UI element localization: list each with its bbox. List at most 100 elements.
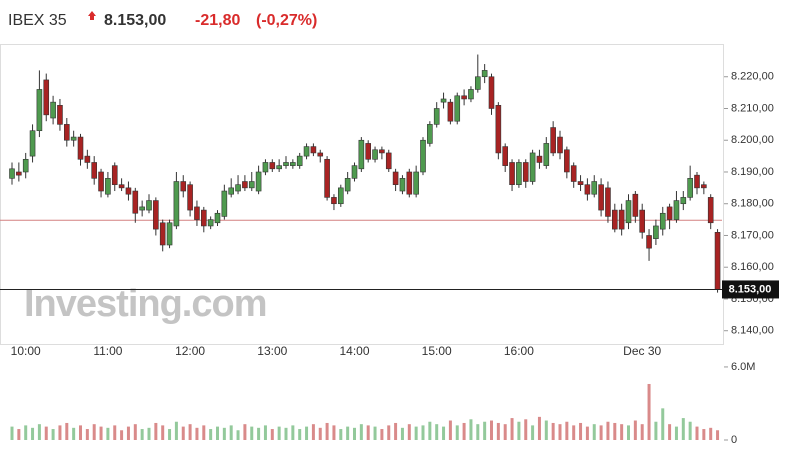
candle-body [632, 193, 639, 217]
candle-body [639, 209, 646, 233]
volume-bar [188, 424, 192, 440]
volume-bar [311, 424, 315, 440]
volume-bar [181, 426, 185, 440]
volume-bar [647, 383, 651, 440]
volume-bar [510, 418, 514, 440]
candle-body [474, 76, 481, 90]
volume-bar [140, 429, 144, 440]
candle-body [98, 171, 104, 192]
candle-body [707, 197, 714, 224]
volume-bar [51, 429, 55, 440]
y-tick-label: 8.170,00 [731, 229, 774, 241]
candle-body [468, 89, 474, 100]
candle-body [694, 174, 700, 189]
candle-body [303, 146, 310, 157]
candle-body [269, 162, 276, 170]
volume-bar [24, 425, 28, 440]
volume-bar [400, 427, 404, 440]
volume-tick-label: 0 [731, 434, 737, 446]
candle-body [625, 200, 632, 224]
x-tick-label: 14:00 [339, 344, 369, 358]
y-tick-label: 8.160,00 [731, 261, 774, 273]
price: 8.153,00 [104, 12, 166, 29]
volume-bar [92, 424, 96, 440]
candle-body [618, 209, 625, 230]
volume-bar [517, 421, 521, 440]
x-tick-label: 13:00 [257, 344, 287, 358]
candle-body [118, 184, 125, 189]
candle-body [324, 158, 330, 198]
symbol: IBEX 35 [8, 12, 67, 29]
candle-body [447, 101, 454, 122]
candle-body [598, 184, 604, 211]
volume-bar [202, 425, 206, 440]
candle-body [317, 152, 324, 157]
volume-bar [99, 426, 103, 440]
candle-body [180, 181, 187, 192]
candle-body [111, 165, 118, 185]
candle-body [57, 105, 63, 125]
volume-bar [414, 426, 418, 440]
volume-bar [243, 424, 247, 440]
volume-bar [339, 429, 343, 440]
candle-body [509, 162, 515, 185]
volume-bar [85, 429, 89, 440]
candle-body [605, 187, 611, 217]
candle-body [84, 155, 91, 163]
volume-bar [606, 421, 610, 440]
y-tick-label: 8.200,00 [731, 134, 774, 146]
candle-body [427, 124, 433, 144]
volume-bar [37, 424, 41, 440]
candle-body [495, 105, 502, 154]
candle-body [337, 187, 344, 205]
candle-body [646, 235, 652, 249]
candle-body [536, 155, 543, 163]
candle-body [248, 181, 255, 189]
volume-bar [394, 422, 398, 440]
candle-body [502, 146, 509, 166]
volume-bar [674, 426, 678, 440]
candle-body [194, 206, 200, 220]
watermark: Investing.com [24, 283, 267, 325]
candle-body [331, 197, 337, 205]
candle-body [146, 200, 152, 211]
candle-body [132, 190, 139, 214]
candle-body [591, 181, 598, 195]
volume-bar [483, 421, 487, 440]
volume-bar [716, 430, 720, 440]
volume-bar [387, 425, 391, 440]
y-tick-label: 8.140,00 [731, 325, 774, 337]
volume-bar [407, 424, 411, 440]
candle-body [440, 98, 447, 103]
volume-bar [579, 422, 583, 440]
candle-body [70, 136, 77, 141]
candle-body [481, 70, 488, 78]
candle-body [570, 165, 577, 182]
volume-bar [72, 427, 76, 440]
candle-body [550, 127, 556, 154]
candle-body [666, 206, 673, 220]
x-tick-label: 10:00 [11, 344, 41, 358]
candle-body [522, 162, 529, 182]
candle-body [461, 95, 467, 100]
candle-body [372, 149, 378, 160]
volume-bar [620, 424, 624, 440]
y-tick-label: 8.180,00 [731, 198, 774, 210]
volume-bar [476, 424, 480, 440]
x-tick-label: 12:00 [175, 344, 205, 358]
candle-body [420, 139, 426, 173]
x-tick-label: Dec 30 [623, 344, 661, 358]
volume-bar [353, 427, 356, 440]
candle-body [564, 149, 570, 173]
volume-bar [695, 426, 699, 440]
volume-bar [263, 425, 267, 440]
candle-body [29, 130, 36, 157]
candle-body [385, 152, 392, 170]
candle-body [714, 232, 721, 290]
candle-body [577, 181, 584, 185]
volume-bar [558, 424, 562, 440]
volume-bar [462, 422, 466, 440]
candle-body [543, 143, 550, 166]
